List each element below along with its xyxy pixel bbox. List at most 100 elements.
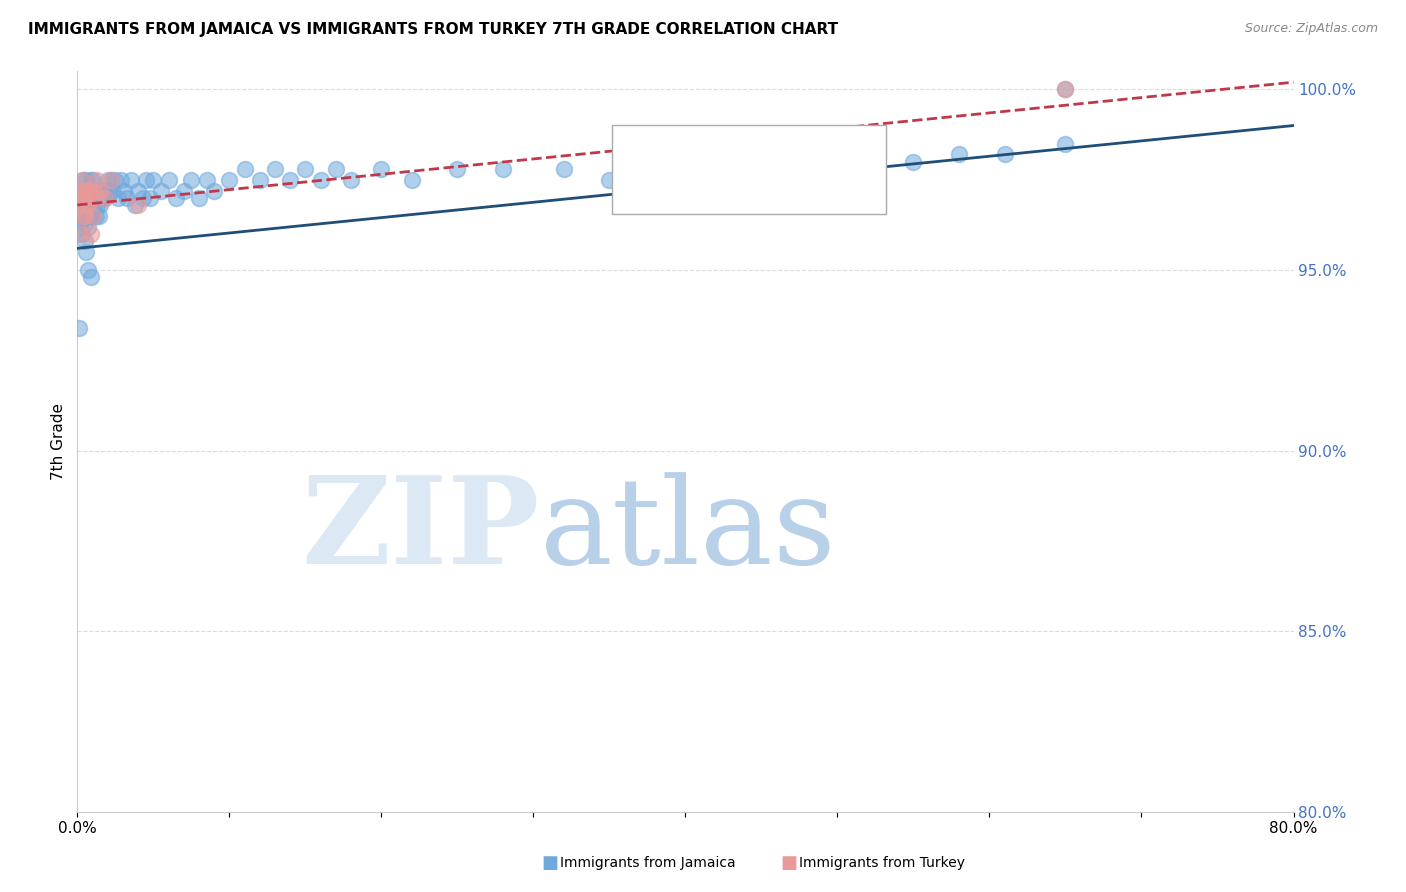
Point (120, 172, 142, 186)
Point (89, 184, 111, 198)
Point (67, 320, 90, 334)
Point (72, 172, 94, 186)
Point (89, 198, 111, 212)
Point (202, 184, 225, 198)
Point (553, 161, 575, 176)
Text: Immigrants from Turkey: Immigrants from Turkey (799, 856, 965, 871)
Point (80, 191, 103, 205)
Point (131, 191, 153, 205)
Point (73, 198, 96, 212)
Point (75, 198, 97, 212)
Point (188, 191, 211, 205)
Point (77, 263, 100, 277)
Point (644, 161, 666, 176)
Point (79, 184, 101, 198)
Point (70, 227, 93, 241)
Point (70, 227, 93, 241)
Point (157, 172, 180, 186)
Point (1054, 82, 1077, 96)
Point (77, 219, 100, 234)
Point (79, 209, 101, 223)
Text: N =: N = (745, 143, 789, 157)
Point (72, 191, 94, 205)
Point (107, 191, 129, 205)
Point (1054, 136, 1077, 151)
Point (309, 172, 332, 186)
Point (72, 184, 94, 198)
Point (127, 184, 149, 198)
Point (1054, 82, 1077, 96)
Point (75, 209, 97, 223)
Point (80, 209, 103, 223)
Point (80, 227, 103, 241)
Point (325, 161, 347, 176)
Point (82, 191, 104, 205)
Point (401, 172, 423, 186)
Point (77, 198, 100, 212)
Point (83, 184, 105, 198)
Point (856, 154, 879, 169)
Point (75, 172, 97, 186)
Point (80, 172, 103, 186)
Point (90, 191, 112, 205)
Point (87, 209, 110, 223)
Text: Source: ZipAtlas.com: Source: ZipAtlas.com (1244, 22, 1378, 36)
Point (73, 184, 96, 198)
Point (86, 172, 108, 186)
Point (149, 184, 172, 198)
Point (77, 198, 100, 212)
Point (994, 147, 1017, 161)
Point (98, 184, 121, 198)
Point (69, 184, 91, 198)
Point (101, 184, 124, 198)
Point (114, 184, 136, 198)
Point (72, 209, 94, 223)
Text: N =: N = (745, 182, 789, 196)
Point (86, 184, 108, 198)
Point (127, 198, 149, 212)
Point (82, 209, 104, 223)
Text: Immigrants from Jamaica: Immigrants from Jamaica (560, 856, 735, 871)
Point (195, 172, 218, 186)
Point (69, 191, 91, 205)
Point (294, 161, 316, 176)
Point (75, 244, 97, 259)
Point (75, 184, 97, 198)
Point (104, 172, 127, 186)
Point (117, 191, 139, 205)
Point (110, 172, 132, 186)
Point (86, 198, 108, 212)
Point (370, 161, 392, 176)
Text: atlas: atlas (540, 472, 837, 589)
Point (75, 184, 97, 198)
Point (96, 184, 118, 198)
Point (492, 161, 515, 176)
Point (67, 198, 90, 212)
Point (73, 191, 96, 205)
Point (218, 172, 240, 186)
Point (142, 172, 165, 186)
Text: ZIP: ZIP (301, 471, 540, 590)
Point (97, 172, 120, 186)
Point (704, 161, 727, 176)
Point (278, 172, 301, 186)
Point (72, 209, 94, 223)
Point (80, 270, 103, 285)
Point (100, 172, 122, 186)
Text: ■: ■ (541, 855, 558, 872)
Text: ■: ■ (628, 180, 645, 198)
Text: R =: R = (648, 182, 682, 196)
Point (84, 209, 107, 223)
Point (69, 219, 91, 234)
Text: IMMIGRANTS FROM JAMAICA VS IMMIGRANTS FROM TURKEY 7TH GRADE CORRELATION CHART: IMMIGRANTS FROM JAMAICA VS IMMIGRANTS FR… (28, 22, 838, 37)
Point (751, 161, 773, 176)
Point (70, 172, 93, 186)
Point (70, 184, 93, 198)
Point (165, 191, 187, 205)
Point (82, 209, 104, 223)
Point (83, 184, 105, 198)
Point (91, 184, 114, 198)
Point (948, 147, 970, 161)
Text: ■: ■ (628, 141, 645, 159)
Point (100, 172, 122, 186)
